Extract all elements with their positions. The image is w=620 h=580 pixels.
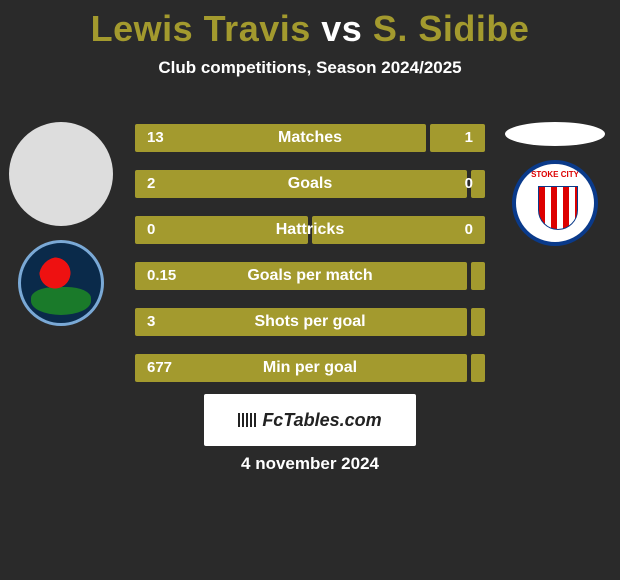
stat-label: Hattricks bbox=[135, 216, 485, 244]
title-player-right: S. Sidibe bbox=[373, 8, 530, 49]
page-title: Lewis Travis vs S. Sidibe bbox=[0, 0, 620, 50]
fctables-label: FcTables.com bbox=[262, 410, 381, 431]
club-crest-blackburn bbox=[18, 240, 104, 326]
fctables-icon bbox=[238, 413, 256, 427]
stat-row: Goals per match0.15 bbox=[135, 262, 485, 290]
stat-value-left: 0 bbox=[147, 216, 155, 244]
stats-bars: Matches131Goals20Hattricks00Goals per ma… bbox=[135, 124, 485, 400]
stat-row: Min per goal677 bbox=[135, 354, 485, 382]
stat-label: Goals per match bbox=[135, 262, 485, 290]
title-vs: vs bbox=[311, 8, 373, 49]
stat-label: Goals bbox=[135, 170, 485, 198]
fctables-watermark: FcTables.com bbox=[204, 394, 416, 446]
subtitle: Club competitions, Season 2024/2025 bbox=[0, 58, 620, 78]
stat-value-left: 2 bbox=[147, 170, 155, 198]
stat-value-left: 0.15 bbox=[147, 262, 176, 290]
stat-row: Matches13 1 bbox=[135, 124, 485, 152]
right-player-column bbox=[500, 122, 610, 246]
stat-label: Min per goal bbox=[135, 354, 485, 382]
stat-value-right: 0 bbox=[465, 216, 473, 244]
player-avatar-left bbox=[9, 122, 113, 226]
stat-value-right: 0 bbox=[465, 170, 473, 198]
title-player-left: Lewis Travis bbox=[91, 8, 311, 49]
stat-row: Goals2 0 bbox=[135, 170, 485, 198]
stat-value-left: 3 bbox=[147, 308, 155, 336]
club-crest-stoke bbox=[512, 160, 598, 246]
stat-label: Shots per goal bbox=[135, 308, 485, 336]
stat-row: Hattricks0 0 bbox=[135, 216, 485, 244]
left-player-column bbox=[6, 122, 116, 326]
footer-date: 4 november 2024 bbox=[0, 454, 620, 474]
stat-value-right: 1 bbox=[465, 124, 473, 152]
stat-value-left: 677 bbox=[147, 354, 172, 382]
player-avatar-right bbox=[505, 122, 605, 146]
stat-value-left: 13 bbox=[147, 124, 164, 152]
stat-label: Matches bbox=[135, 124, 485, 152]
stat-row: Shots per goal3 bbox=[135, 308, 485, 336]
